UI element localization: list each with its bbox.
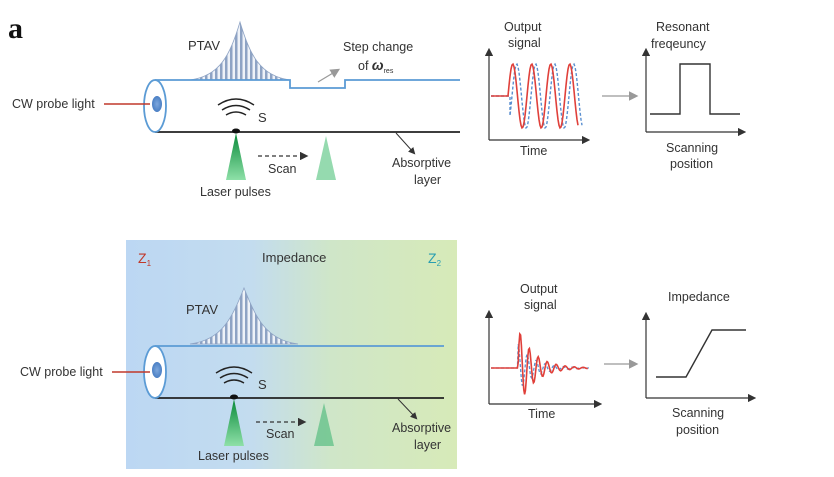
top-chart1-signal-red	[491, 62, 579, 130]
top-laser-pulse	[226, 133, 246, 180]
top-chart2-xlabel-2: position	[670, 157, 713, 171]
panel-label: a	[8, 12, 23, 45]
top-laser-label: Laser pulses	[200, 185, 271, 199]
top-chart2-step-curve	[650, 63, 740, 115]
bottom-fiber-diagram: Z1 Z2 Impedance PTAV CW probe light S Sc…	[20, 250, 451, 463]
top-source-dot	[232, 128, 240, 134]
bottom-absorptive-pointer	[397, 398, 418, 420]
top-step-arrow	[317, 68, 341, 83]
bottom-ptav-label: PTAV	[186, 302, 218, 317]
top-sound-source	[217, 98, 255, 116]
top-s-label: S	[258, 110, 267, 125]
impedance-background	[126, 240, 457, 469]
bottom-scan-label: Scan	[266, 427, 295, 441]
bottom-chart1-xlabel: Time	[528, 407, 555, 421]
bottom-cw-probe-label: CW probe light	[20, 365, 103, 379]
z1-label: Z1	[138, 250, 152, 268]
top-laser-pulse-scanned	[316, 136, 336, 180]
top-absorptive-label-2: layer	[414, 173, 441, 187]
top-chart1-title: Output	[504, 20, 542, 34]
top-scan-label: Scan	[268, 162, 297, 176]
top-absorptive-label: Absorptive	[392, 156, 451, 170]
bottom-chart2-xlabel-2: position	[676, 423, 719, 437]
top-step-change-label: Step change	[343, 40, 413, 54]
top-resonant-chart: Resonant freqeuncy Scanning position	[641, 20, 747, 171]
impedance-header: Impedance	[262, 250, 326, 265]
bottom-output-chart: Output signal Time	[484, 282, 603, 421]
bottom-absorptive-label: Absorptive	[392, 421, 451, 435]
top-fiber-core	[152, 96, 162, 112]
bottom-absorptive-label-2: layer	[414, 438, 441, 452]
bottom-ptav-wave	[189, 286, 299, 345]
bottom-chart2-title: Impedance	[668, 290, 730, 304]
top-fiber-outline	[155, 79, 460, 89]
top-fiber-diagram: PTAV CW probe light Step change of ωres …	[12, 20, 460, 199]
bottom-laser-label: Laser pulses	[198, 449, 269, 463]
top-chart2-title: Resonant	[656, 20, 710, 34]
top-step-change-omega: of ωres	[358, 57, 394, 75]
top-ptav-label: PTAV	[188, 38, 220, 53]
bottom-laser-pulse	[224, 399, 244, 446]
bottom-fiber-core	[152, 362, 162, 378]
bottom-chart2-xlabel: Scanning	[672, 406, 724, 420]
z2-label: Z2	[428, 250, 442, 268]
top-output-chart: Output signal Time	[484, 20, 591, 158]
top-chart1-xlabel: Time	[520, 144, 547, 158]
bottom-source-dot	[230, 394, 238, 400]
top-chart2-xlabel: Scanning	[666, 141, 718, 155]
bottom-chart1-title: Output	[520, 282, 558, 296]
bottom-sound-source	[215, 366, 253, 384]
bottom-laser-pulse-scanned	[314, 403, 334, 446]
bottom-s-label: S	[258, 377, 267, 392]
top-chart2-title-2: freqeuncy	[651, 37, 707, 51]
top-chart1-title-2: signal	[508, 36, 541, 50]
bottom-chart1-signal-red	[491, 331, 588, 395]
bottom-impedance-chart: Impedance Scanning position	[641, 290, 757, 437]
bottom-chart1-title-2: signal	[524, 298, 557, 312]
top-ptav-wave	[189, 20, 291, 81]
top-absorptive-pointer	[395, 132, 416, 155]
top-chart1-signal-blue	[491, 62, 583, 130]
bottom-chart2-ramp-curve	[656, 329, 746, 378]
top-cw-probe-label: CW probe light	[12, 97, 95, 111]
